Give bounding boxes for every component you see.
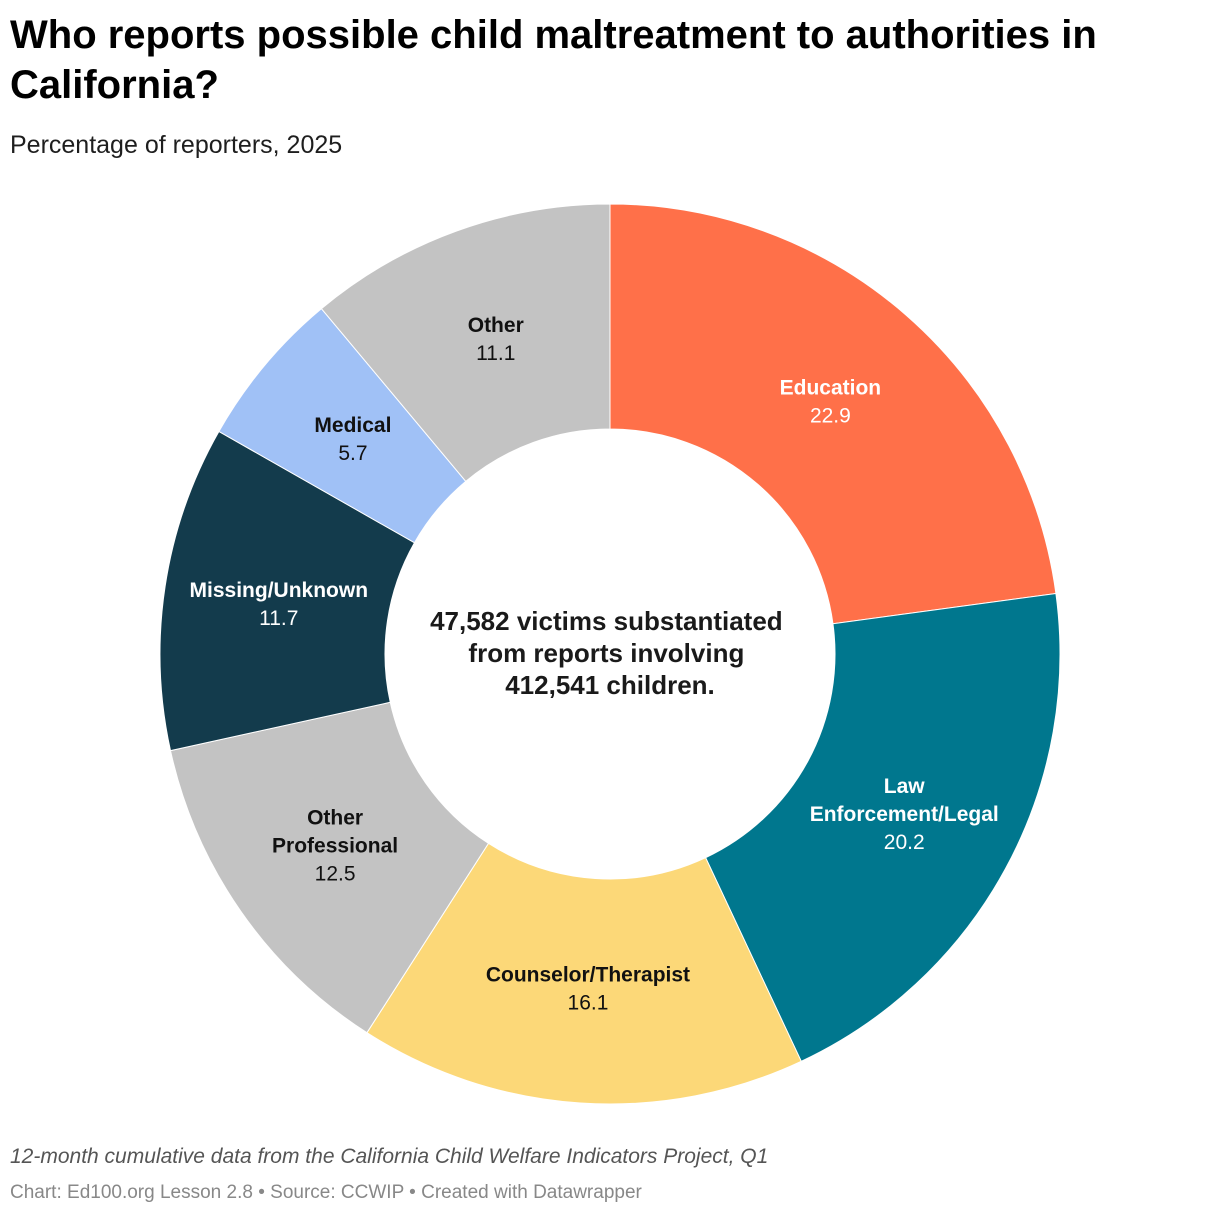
slice-other[interactable] — [320, 203, 611, 483]
center-line-1: 47,582 victims substantiated — [430, 606, 783, 636]
donut-chart: Education 22.9 Law Enforcement/Legal 20.2 Cou… — [159, 203, 1061, 1105]
slice-label-text: Counselor/Therapist — [486, 963, 690, 986]
slice-value: 12.5 — [315, 862, 356, 885]
slice-label-text: Other — [468, 314, 524, 337]
donut-slices — [159, 203, 1061, 1105]
slice-label-missing-unknown: Missing/Unknown 11.7 — [190, 579, 369, 630]
credit-separator-2: • — [403, 1182, 422, 1203]
chart-title: Who reports possible child maltreatment … — [10, 13, 1097, 107]
slice-value: 20.2 — [884, 831, 925, 854]
slice-value: 22.9 — [810, 405, 851, 428]
chart-notes: 12-month cumulative data from the Califo… — [10, 1145, 769, 1168]
center-annotation: 47,582 victims substantiated from report… — [430, 606, 790, 700]
credit-source: Source: CCWIP — [270, 1182, 404, 1203]
slice-label-text: Medical — [314, 414, 391, 437]
slice-missing-unknown[interactable] — [159, 430, 416, 752]
slice-label-text: Professional — [272, 834, 398, 857]
chart-credit: Chart: Ed100.org Lesson 2.8 • Source: CC… — [10, 1182, 642, 1204]
slice-value: 16.1 — [568, 991, 609, 1014]
slice-label-counselor-therapist: Counselor/Therapist 16.1 — [486, 963, 690, 1014]
slice-value: 11.7 — [259, 607, 298, 630]
slice-other-professional[interactable] — [169, 701, 490, 1034]
slice-label-text: Education — [780, 377, 882, 400]
slice-label-text: Missing/Unknown — [190, 579, 369, 602]
credit-separator-1: • — [252, 1182, 271, 1203]
slice-value: 5.7 — [338, 442, 367, 465]
slice-value: 11.1 — [476, 342, 515, 365]
slice-label-law-enforcement-legal: Law Enforcement/Legal 20.2 — [810, 775, 999, 854]
slice-counselor-therapist[interactable] — [366, 842, 802, 1105]
slice-label-text: Other — [307, 806, 363, 829]
slice-labels: Education 22.9 Law Enforcement/Legal 20.2 Cou… — [190, 314, 999, 1014]
center-line-2: from reports involving — [468, 638, 744, 668]
slice-law-enforcement-legal[interactable] — [704, 592, 1061, 1063]
credit-created: Created with Datawrapper — [421, 1182, 642, 1203]
slice-label-other: Other 11.1 — [468, 314, 524, 365]
slice-label-text: Law — [884, 775, 926, 798]
chart-subtitle: Percentage of reporters, 2025 — [10, 131, 343, 159]
slice-label-other-professional: Other Professional 12.5 — [272, 806, 398, 885]
slice-label-education: Education 22.9 — [780, 377, 882, 428]
slice-education[interactable] — [609, 203, 1057, 625]
center-line-3: 412,541 children. — [505, 670, 715, 700]
credit-chart: Chart: Ed100.org Lesson 2.8 — [10, 1182, 253, 1203]
slice-label-medical: Medical 5.7 — [314, 414, 391, 465]
slice-label-text: Enforcement/Legal — [810, 803, 999, 826]
